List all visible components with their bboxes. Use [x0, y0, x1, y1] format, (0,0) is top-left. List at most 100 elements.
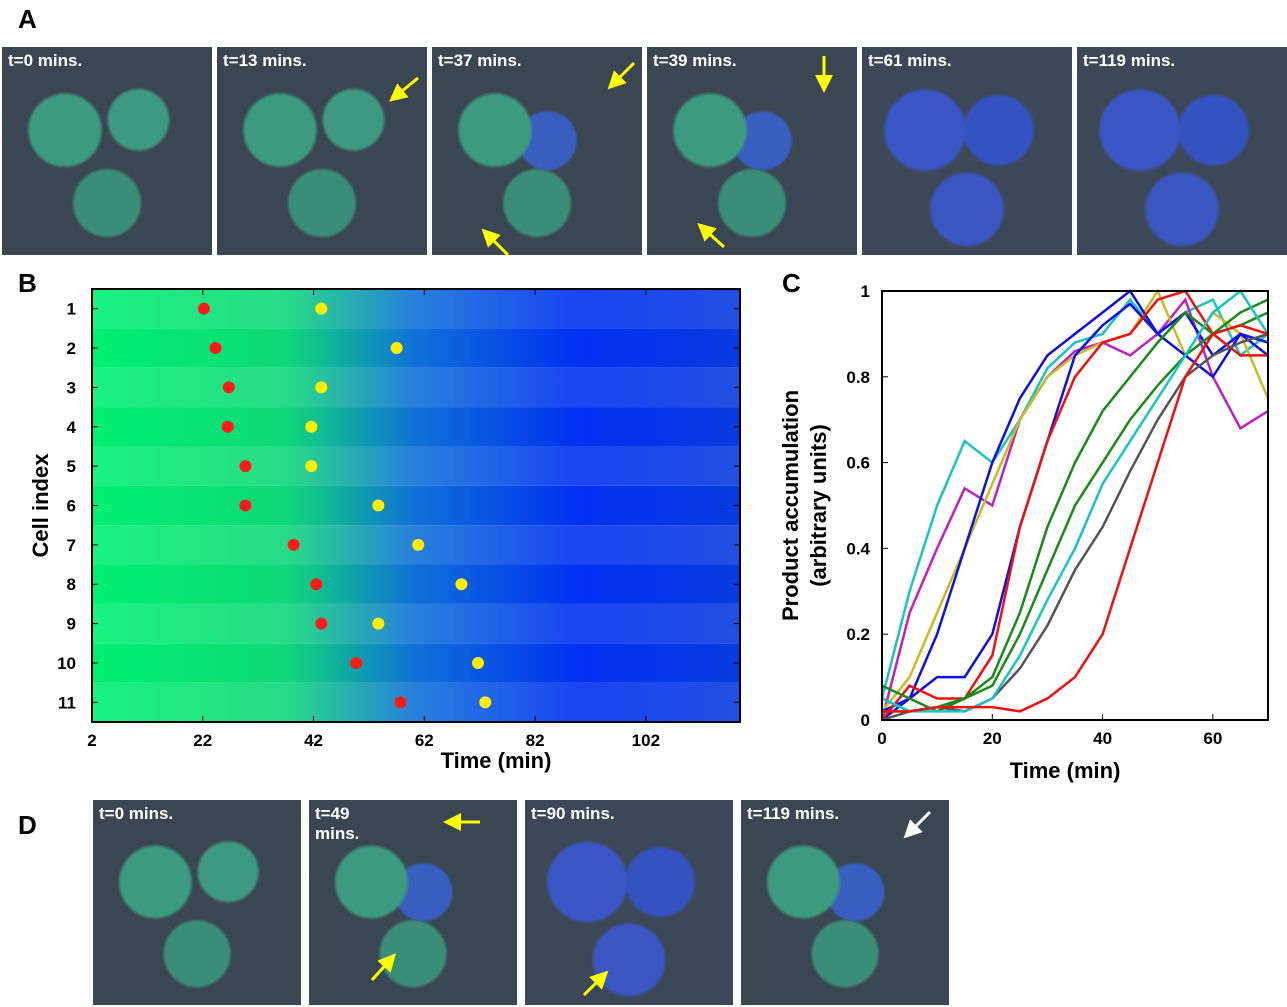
- x-tick-label: 102: [632, 731, 660, 750]
- heatmap-row: [92, 407, 740, 447]
- x-tick-label: 40: [1093, 729, 1112, 748]
- event-dot: [209, 342, 222, 355]
- time-label: t=0 mins.: [99, 804, 174, 823]
- heatmap-row: [92, 367, 740, 408]
- time-label: t=119 mins.: [1083, 51, 1176, 70]
- y-axis-label: Cell index: [28, 453, 53, 558]
- event-dot: [372, 617, 385, 630]
- x-tick-label: 20: [983, 729, 1002, 748]
- heatmap-row: [92, 643, 740, 683]
- event-dot: [239, 499, 252, 512]
- y-tick-label: 3: [67, 378, 76, 397]
- micrograph: t=0 mins.: [2, 47, 212, 255]
- arrow: [903, 810, 932, 839]
- x-tick-label: 2: [87, 731, 96, 750]
- event-dot: [350, 656, 363, 669]
- event-dot: [287, 538, 300, 551]
- y-tick-label: 2: [67, 339, 76, 358]
- time-label: t=61 mins.: [868, 51, 952, 70]
- micrograph: t=119 mins.: [1077, 47, 1287, 255]
- event-dot: [394, 696, 407, 709]
- micrograph: t=13 mins.: [217, 47, 427, 255]
- series-line: [881, 289, 1269, 721]
- x-tick-label: 82: [526, 731, 545, 750]
- micrograph: t=37 mins.: [432, 47, 642, 255]
- time-label: t=37 mins.: [438, 51, 522, 70]
- event-dot: [479, 696, 492, 709]
- heatmap-row: [92, 328, 740, 368]
- event-dot: [412, 538, 425, 551]
- micrograph: t=61 mins.: [862, 47, 1072, 255]
- x-tick-label: 42: [304, 731, 323, 750]
- x-axis-label: Time (min): [1010, 758, 1121, 783]
- micrograph: t=119 mins.: [741, 800, 949, 1005]
- series-line: [881, 289, 1270, 713]
- series-line: [881, 311, 1269, 713]
- series-line: [882, 323, 1269, 713]
- panel-label: A: [18, 4, 37, 34]
- y-axis-label: (arbitrary units): [806, 424, 831, 587]
- arrows: [370, 56, 833, 997]
- heatmap-row: [92, 564, 740, 604]
- event-dot: [310, 578, 323, 591]
- micrograph: t=49 mins.: [309, 800, 517, 1005]
- time-label: t=39 mins.: [653, 51, 737, 70]
- y-tick-label: 11: [58, 693, 76, 712]
- time-label: t=119 mins.: [747, 804, 840, 823]
- time-label: t=13 mins.: [223, 51, 307, 70]
- series-line: [881, 332, 1269, 722]
- event-dot: [372, 499, 385, 512]
- x-tick-label: 62: [415, 731, 434, 750]
- y-tick-label: 1: [861, 282, 870, 301]
- event-dot: [305, 460, 318, 473]
- event-dot: [222, 381, 235, 394]
- event-dot: [455, 578, 468, 591]
- series-line: [880, 297, 1269, 721]
- y-tick-label: 7: [67, 536, 76, 555]
- event-dot: [221, 420, 234, 433]
- heatmap-row: [92, 446, 740, 486]
- y-tick-label: 5: [67, 457, 76, 476]
- y-tick-label: 6: [67, 497, 76, 516]
- event-dot: [315, 381, 328, 394]
- micrograph: t=90 mins.: [525, 800, 733, 1005]
- x-tick-label: 22: [193, 731, 212, 750]
- event-dot: [305, 420, 318, 433]
- event-dot: [315, 617, 328, 630]
- y-tick-label: 0.8: [846, 368, 870, 387]
- y-axis-label: Product accumulation: [778, 390, 803, 621]
- event-dot: [390, 342, 403, 355]
- event-dot: [472, 656, 485, 669]
- y-tick-label: 1: [67, 300, 76, 319]
- heatmap-row: [92, 682, 740, 722]
- y-tick-label: 4: [67, 418, 77, 437]
- event-dot: [239, 460, 252, 473]
- event-dot: [197, 302, 210, 315]
- y-tick-label: 8: [67, 575, 76, 594]
- y-tick-label: 0.2: [846, 625, 870, 644]
- y-tick-label: 10: [57, 654, 76, 673]
- panel-label: C: [782, 268, 801, 298]
- micrograph: t=0 mins.: [93, 800, 301, 1005]
- event-dot: [315, 302, 328, 315]
- plot-frame: [91, 288, 741, 723]
- heatmap-row: [92, 289, 740, 329]
- x-tick-label: 60: [1203, 729, 1222, 748]
- panel-label: D: [18, 810, 37, 840]
- heatmap-row: [92, 603, 740, 644]
- time-label: t=0 mins.: [8, 51, 83, 70]
- y-tick-label: 9: [67, 615, 76, 634]
- y-tick-label: 0.4: [846, 539, 870, 558]
- plot-frame: [881, 290, 1269, 721]
- series-line: [880, 297, 1269, 699]
- series-line: [881, 289, 1268, 721]
- x-axis-label: Time (min): [441, 748, 552, 773]
- y-tick-label: 0.6: [846, 454, 870, 473]
- y-tick-label: 0: [861, 711, 870, 730]
- panel-label: B: [18, 268, 37, 298]
- time-label: t=90 mins.: [531, 804, 615, 823]
- x-tick-label: 0: [877, 729, 886, 748]
- heatmap-row: [92, 485, 740, 526]
